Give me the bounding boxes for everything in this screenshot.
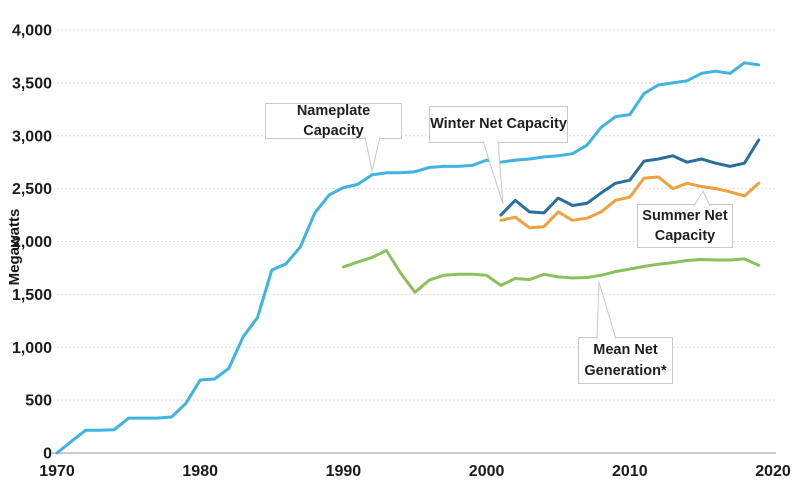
y-tick-label: 500 — [25, 393, 52, 410]
x-tick-label: 2000 — [469, 463, 505, 480]
x-tick-label: 1990 — [326, 463, 362, 480]
y-tick-label: 3,000 — [12, 128, 52, 145]
annotation-mean-net-generation: Mean Net Generation* — [578, 337, 673, 384]
y-tick-label: 0 — [43, 446, 52, 463]
annotation-label: Winter Net Capacity — [430, 116, 567, 133]
annotation-nameplate-capacity: Nameplate Capacity — [265, 103, 402, 139]
series-line-nameplate-capacity — [55, 61, 761, 455]
series-line-winter-net-capacity — [499, 138, 761, 217]
annotation-label: Nameplate Capacity — [296, 102, 371, 139]
series-line-mean-net-generation — [341, 249, 761, 294]
y-tick-label: 1,500 — [12, 287, 52, 304]
y-tick-label: 2,000 — [12, 234, 52, 251]
annotation-label: Capacity — [654, 228, 716, 244]
series-line-summer-net-capacity — [499, 175, 761, 230]
y-tick-label: 4,000 — [12, 23, 52, 40]
annotation-summer-net-capacity: Summer Net Capacity — [637, 204, 733, 248]
annotation-winter-net-capacity: Winter Net Capacity — [429, 106, 568, 143]
y-tick-label: 2,500 — [12, 181, 52, 198]
y-tick-label: 3,500 — [12, 75, 52, 92]
x-tick-label: 1970 — [39, 463, 75, 480]
annotation-label: Generation* — [584, 362, 667, 379]
annotation-label: Summer Net — [642, 207, 728, 224]
x-tick-label: 1980 — [182, 463, 218, 480]
y-tick-label: 1,000 — [12, 340, 52, 357]
x-tick-label: 2010 — [612, 463, 648, 480]
x-tick-label: 2020 — [755, 463, 791, 480]
annotation-label: Mean Net — [593, 342, 658, 359]
